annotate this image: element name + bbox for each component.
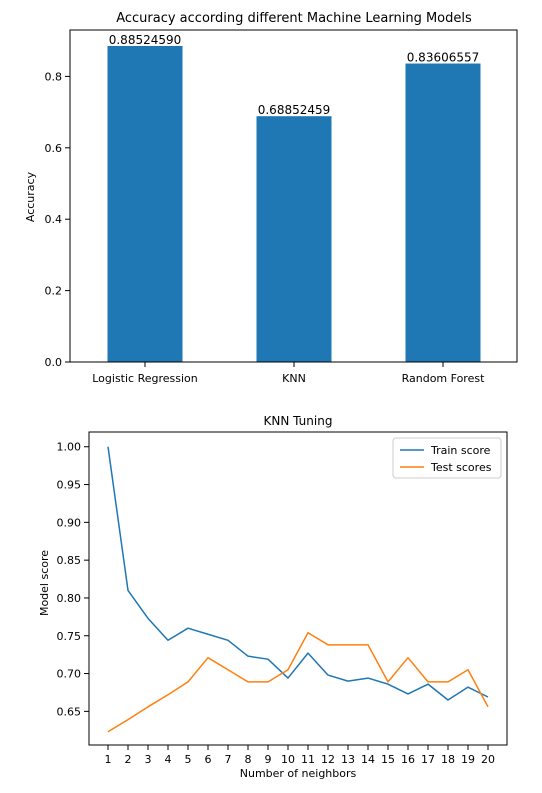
- bar-xtick-label: Logistic Regression: [92, 372, 198, 385]
- bar-xtick-label: Random Forest: [402, 372, 485, 385]
- line-xtick-label: 8: [245, 753, 252, 766]
- line-xtick-label: 14: [361, 753, 375, 766]
- line-chart-ylabel: Model score: [38, 550, 51, 616]
- line-ytick-label: 0.80: [57, 592, 82, 605]
- line-xtick-label: 3: [145, 753, 152, 766]
- legend-entry: Train score: [430, 444, 491, 457]
- legend-box: [392, 437, 502, 479]
- line-chart-legend: Train score Test scores: [392, 437, 502, 479]
- line-ytick-label: 1.00: [57, 441, 82, 454]
- line-xtick-label: 7: [225, 753, 232, 766]
- bar-ytick-label: 0.2: [45, 285, 63, 298]
- line-xtick-label: 11: [301, 753, 315, 766]
- legend-entry: Test scores: [430, 461, 492, 474]
- bar-ytick-label: 0.4: [45, 213, 63, 226]
- bar-chart-title: Accuracy according different Machine Lea…: [116, 11, 472, 26]
- line-xtick-label: 17: [421, 753, 435, 766]
- line-chart-title: KNN Tuning: [264, 414, 333, 428]
- bar-chart-bars: [107, 45, 481, 363]
- bar-ytick-label: 0.6: [45, 142, 63, 155]
- line-xtick-label: 1: [105, 753, 112, 766]
- bar-chart-xticks: Logistic Regression KNN Random Forest: [92, 362, 485, 385]
- bar-chart-yticks: 0.0 0.2 0.4 0.6 0.8: [45, 70, 70, 369]
- line-chart-xticks: 1 2 3 4 5 6 7 8 9 10 11 12 13 14 15 16 17 18 19 20: [105, 745, 495, 766]
- line-xtick-label: 9: [265, 753, 272, 766]
- line-xtick-label: 18: [441, 753, 455, 766]
- bar-xtick-label: KNN: [282, 372, 306, 385]
- line-xtick-label: 16: [401, 753, 415, 766]
- bar-ytick-label: 0.0: [45, 356, 63, 369]
- bar-chart-ylabel: Accuracy: [24, 171, 37, 222]
- line-ytick-label: 0.65: [57, 705, 82, 718]
- line-ytick-label: 0.90: [57, 516, 82, 529]
- line-ytick-label: 0.70: [57, 668, 82, 681]
- line-ytick-label: 0.75: [57, 630, 82, 643]
- line-chart: KNN Tuning Model score Number of neighbo…: [38, 414, 508, 780]
- line-xtick-label: 12: [321, 753, 335, 766]
- series-line-test-scores: [107, 631, 489, 733]
- line-xtick-label: 19: [461, 753, 475, 766]
- line-ytick-label: 0.95: [57, 479, 82, 492]
- line-xtick-label: 13: [341, 753, 355, 766]
- line-xtick-label: 10: [281, 753, 295, 766]
- bar-chart: Accuracy according different Machine Lea…: [24, 11, 518, 385]
- bar-chart-data-labels: 0.88524590 0.68852459 0.83606557: [109, 33, 480, 117]
- line-xtick-label: 6: [205, 753, 212, 766]
- line-xtick-label: 4: [165, 753, 172, 766]
- bar-ytick-label: 0.8: [45, 70, 63, 83]
- line-chart-xlabel: Number of neighbors: [240, 767, 357, 780]
- line-xtick-label: 15: [381, 753, 395, 766]
- line-xtick-label: 2: [125, 753, 132, 766]
- series-line-train-score: [107, 446, 489, 701]
- bar-logistic-regression: [107, 45, 183, 362]
- bar-value-label: 0.83606557: [407, 51, 480, 65]
- bar-value-label: 0.68852459: [258, 103, 331, 117]
- line-ytick-label: 0.85: [57, 554, 82, 567]
- bar-knn: [256, 116, 332, 362]
- line-xtick-label: 5: [185, 753, 192, 766]
- line-chart-series: [107, 446, 489, 733]
- line-chart-yticks: 0.65 0.70 0.75 0.80 0.85 0.90 0.95 1.00: [57, 441, 89, 718]
- bar-value-label: 0.88524590: [109, 33, 182, 47]
- bar-random-forest: [405, 63, 481, 363]
- bar-chart-frame: [69, 29, 518, 363]
- line-xtick-label: 20: [481, 753, 495, 766]
- line-chart-frame: [88, 431, 508, 746]
